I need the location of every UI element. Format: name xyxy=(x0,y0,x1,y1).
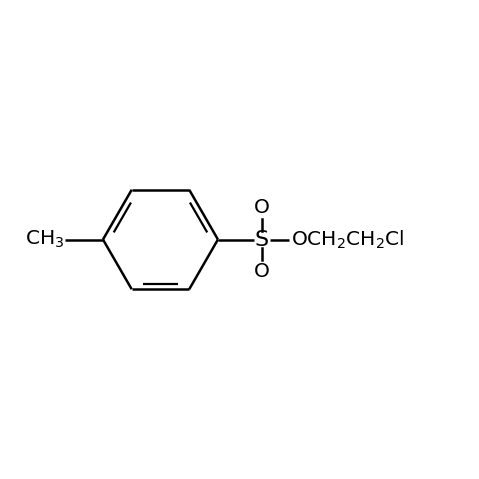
Text: O: O xyxy=(254,262,270,281)
Text: S: S xyxy=(255,229,269,250)
Text: CH$_3$: CH$_3$ xyxy=(25,229,65,250)
Text: O: O xyxy=(254,198,270,217)
Text: OCH$_2$CH$_2$Cl: OCH$_2$CH$_2$Cl xyxy=(291,228,404,251)
